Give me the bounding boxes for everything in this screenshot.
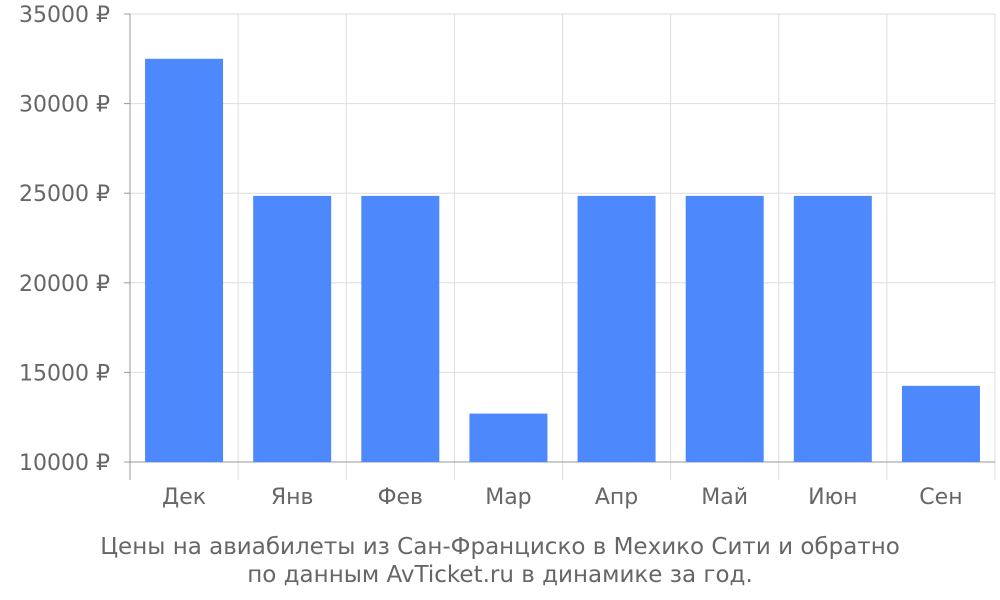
- bar-7: [793, 195, 872, 462]
- bar-6: [685, 195, 764, 462]
- x-tick-label: Дек: [162, 485, 206, 510]
- x-tick-label: Фев: [378, 485, 423, 510]
- y-tick-label: 20000 ₽: [19, 272, 110, 297]
- x-tick-label: Июн: [808, 485, 857, 510]
- chart-caption-line-1: Цены на авиабилеты из Сан-Франциско в Ме…: [100, 534, 900, 560]
- bar-5: [577, 195, 656, 462]
- bar-8: [901, 385, 980, 462]
- x-tick-label: Мар: [485, 485, 531, 510]
- x-tick-label: Янв: [271, 485, 314, 510]
- x-tick-label: Сен: [919, 485, 962, 510]
- bar-4: [469, 413, 548, 462]
- x-tick-label: Апр: [595, 485, 638, 510]
- bar-2: [253, 195, 332, 462]
- bar-1: [145, 58, 224, 463]
- x-tick-label: Май: [701, 485, 748, 510]
- y-tick-label: 15000 ₽: [19, 361, 110, 386]
- price-bar-chart: 10000 ₽ 15000 ₽ 20000 ₽ 25000 ₽ 30000 ₽ 35000…: [19, 3, 996, 510]
- y-tick-label: 10000 ₽: [19, 451, 110, 476]
- chart-caption-line-2: по данным AvTicket.ru в динамике за год.: [247, 562, 753, 588]
- y-tick-label: 25000 ₽: [19, 182, 110, 207]
- y-tick-label: 35000 ₽: [19, 3, 110, 28]
- bar-3: [361, 195, 440, 462]
- y-tick-label: 30000 ₽: [19, 93, 110, 118]
